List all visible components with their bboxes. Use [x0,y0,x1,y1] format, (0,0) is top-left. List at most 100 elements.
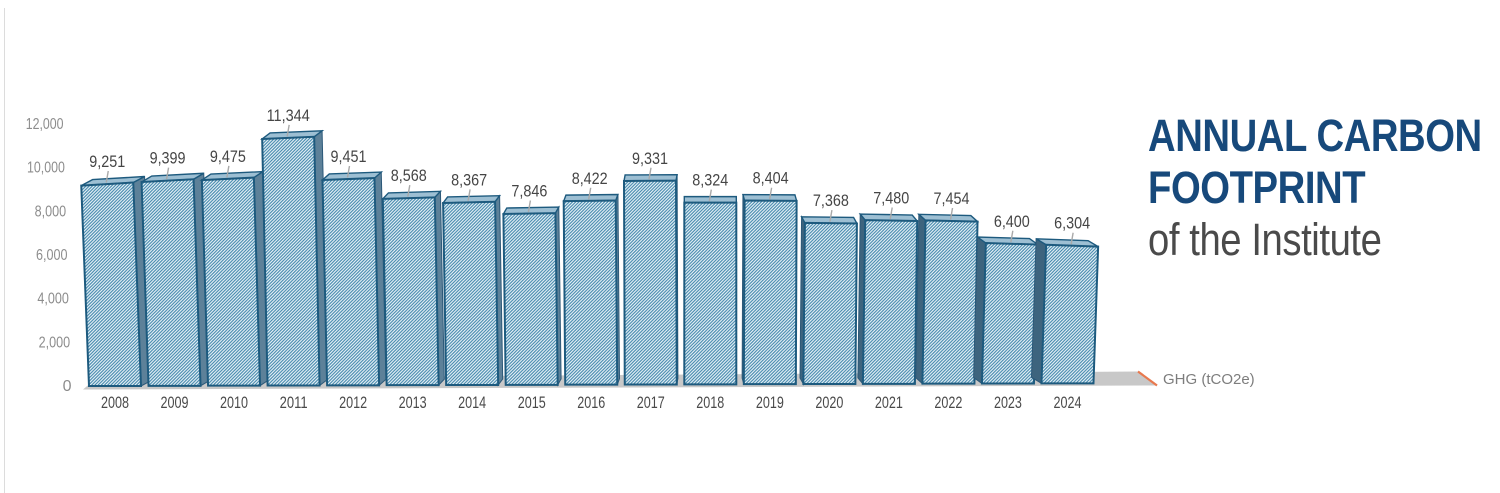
value-tick-mark [346,165,351,178]
year-label: 2008 [101,394,129,412]
value-tick-mark [889,207,893,220]
bar-value-label: 11,344 [267,106,310,125]
value-tick-mark [708,189,712,202]
bar-2021: 7,480 2021 [857,189,919,412]
year-label: 2010 [220,394,248,412]
year-label: 2024 [1053,394,1081,412]
value-tick-mark [527,200,532,213]
value-tick-mark [165,167,170,180]
bar-2012: 9,451 2012 [320,147,387,412]
value-tick-mark [1070,232,1074,245]
bar-2023: 6,400 2023 [973,212,1041,412]
bar-value-label: 9,475 [210,147,246,166]
year-label: 2022 [934,394,962,412]
value-tick-mark [467,189,471,201]
bar-2022: 7,454 2022 [915,189,980,412]
title-block: ANNUAL CARBON FOOTPRINT of the Institute [1148,110,1482,266]
bar-value-label: 7,846 [511,182,547,201]
bar-value-label: 7,480 [873,189,909,208]
ghg-axis-label: GHG (tCO2e) [1163,371,1255,388]
year-label: 2016 [577,394,605,412]
bar-front-face [321,177,381,387]
year-label: 2014 [458,394,486,412]
bar-front-face [80,181,143,387]
bar-value-label: 7,368 [813,191,849,210]
bar-value-label: 8,324 [692,171,728,190]
left-edge-line [4,8,5,493]
bar-2013: 8,568 2013 [381,166,445,412]
bar-front-face [980,241,1039,385]
bar-2011: 11,344 2011 [259,106,329,412]
bar-2010: 9,475 2010 [199,147,270,412]
year-label: 2018 [696,394,724,412]
year-label: 2020 [815,394,843,412]
y-axis-tick-label: 10,000 [27,160,65,177]
bar-front-face [921,219,979,385]
bar-front-face [261,135,321,387]
value-tick-mark [829,210,833,222]
y-axis-tick-label: 8,000 [35,203,67,220]
bar-front-face [562,199,619,386]
bar-front-face [140,178,202,387]
bar-front-face [200,176,262,387]
bar-value-label: 8,367 [451,170,487,189]
bar-front-face [861,219,919,385]
value-tick-mark [648,167,652,180]
bar-value-label: 8,404 [753,169,789,188]
y-axis-tick-label: 6,000 [36,247,68,264]
bar-2015: 7,846 2015 [502,182,562,412]
bar-front-face [381,196,440,387]
year-label: 2011 [280,394,308,412]
y-axis-tick-label: 4,000 [37,291,69,308]
year-label: 2009 [161,394,189,412]
bar-value-label: 9,451 [330,147,366,166]
value-tick-mark [588,187,592,200]
bar-2020: 7,368 2020 [799,191,859,412]
bar-front-face [683,201,738,386]
value-tick-mark [407,185,411,197]
bar-value-label: 7,454 [934,189,970,208]
year-label: 2012 [339,394,367,412]
bar-front-face [502,212,559,386]
bar-2017: 9,331 2017 [622,149,679,412]
bar-front-face [1040,243,1100,385]
bar-value-label: 6,400 [994,212,1030,231]
value-tick-mark [226,165,230,178]
bar-front-face [742,199,798,386]
bar-2016: 8,422 2016 [562,169,620,412]
value-tick-mark [768,187,773,200]
year-label: 2015 [518,394,546,412]
bar-front-face [622,179,678,386]
y-axis-tick-label: 0 [63,378,72,395]
bar-value-label: 9,331 [632,149,668,168]
bar-2009: 9,399 2009 [140,149,212,412]
title-line-2: FOOTPRINT [1148,162,1366,213]
year-label: 2019 [756,394,784,412]
bar-value-label: 6,304 [1054,214,1090,233]
bar-front-face [802,221,858,385]
title-line-1: ANNUAL CARBON [1148,110,1482,161]
y-axis-tick-label: 2,000 [39,334,71,351]
year-label: 2023 [994,394,1022,412]
bar-value-label: 9,251 [89,152,125,171]
title-line-3: of the Institute [1148,214,1382,265]
bar-2019: 8,404 2019 [741,169,798,412]
bar-value-label: 9,399 [150,149,186,168]
year-label: 2017 [637,394,665,412]
bar-value-label: 8,422 [572,169,608,188]
bar-2024: 6,304 2024 [1030,214,1100,412]
value-tick-mark [286,124,290,137]
bar-value-label: 8,568 [391,166,427,185]
y-axis-tick-label: 12,000 [26,116,64,133]
bar-2014: 8,367 2014 [441,170,504,412]
value-tick-mark [105,170,109,183]
bar-front-face [442,200,500,386]
year-label: 2013 [399,394,427,412]
floor-orange-edge [1137,370,1158,387]
value-tick-mark [1010,230,1014,243]
value-tick-mark [949,207,954,220]
year-label: 2021 [875,394,903,412]
bar-2018: 8,324 2018 [683,171,738,412]
